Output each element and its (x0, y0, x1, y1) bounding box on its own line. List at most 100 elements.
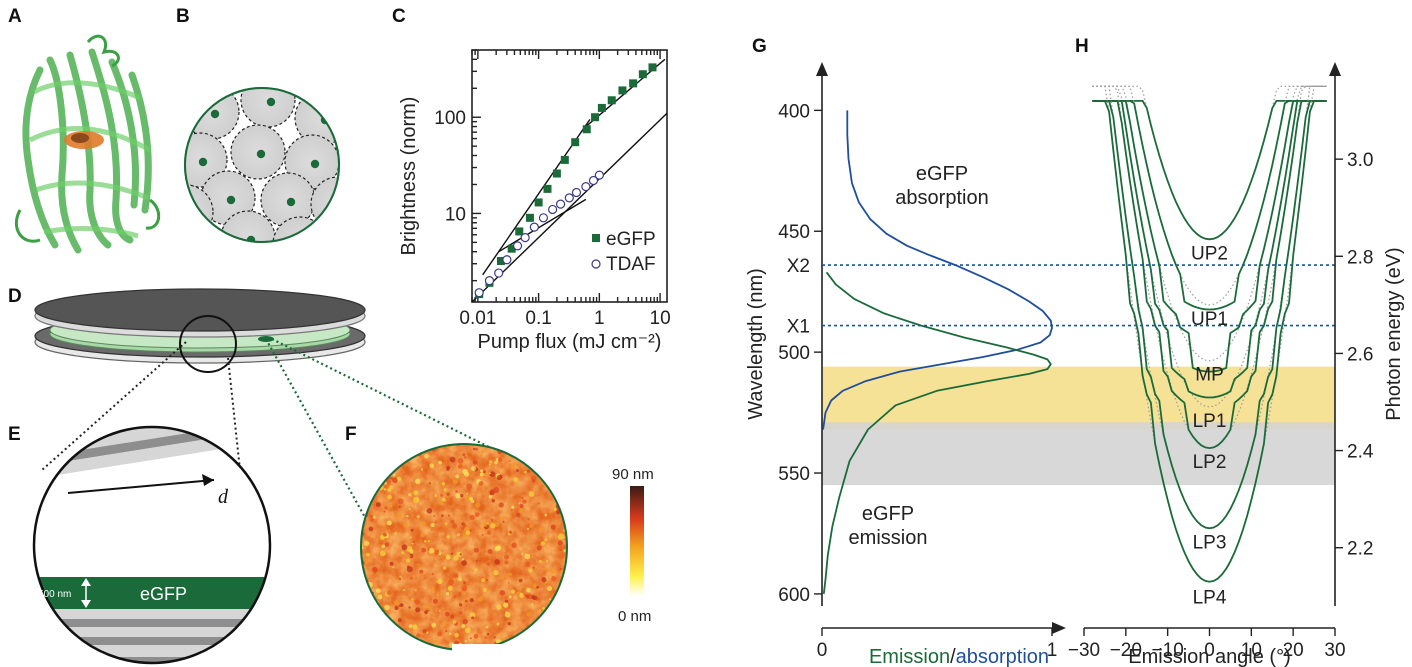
afm-speck (394, 600, 399, 606)
scale-bar (452, 644, 514, 651)
panel-letter-g: G (752, 36, 767, 57)
afm-speck (428, 547, 435, 554)
afm-speck (378, 639, 384, 645)
afm-speck (462, 523, 467, 528)
afm-speck (421, 485, 424, 488)
afm-speck (528, 568, 533, 573)
afm-speck (386, 444, 392, 449)
afm-speck (525, 594, 530, 599)
afm-speck (510, 509, 513, 511)
afm-speck (552, 456, 555, 458)
afm-speck (549, 569, 555, 575)
afm-speck (556, 626, 561, 631)
afm-speck (489, 471, 496, 478)
afm-speck (464, 627, 471, 634)
afm-speck (450, 519, 455, 524)
afm-speck (479, 559, 481, 562)
x-tick-label: 0.01 (459, 308, 496, 329)
afm-speck (548, 608, 551, 610)
afm-speck (363, 473, 369, 479)
afm-speck (440, 493, 444, 497)
afm-speck (396, 513, 403, 520)
tdaf-point (571, 187, 582, 198)
afm-speck (446, 468, 450, 471)
bare-cavity-mode (1092, 85, 1327, 583)
afm-speck (445, 592, 450, 596)
afm-speck (563, 549, 567, 553)
afm-speck (384, 542, 390, 547)
afm-speck (486, 562, 491, 566)
afm-speck (516, 591, 521, 595)
afm-speck (553, 444, 557, 447)
afm-speck (510, 589, 516, 594)
cell-nucleus-7 (286, 197, 296, 207)
afm-speck (538, 502, 541, 505)
afm-speck (534, 564, 538, 569)
afm-speck (502, 520, 505, 523)
colorbar (630, 486, 644, 596)
x-tick-label: 1 (594, 308, 605, 329)
afm-speck (563, 444, 566, 447)
branch-label: LP3 (1193, 532, 1227, 553)
afm-map: 90 nm 0 nm (360, 443, 654, 651)
afm-speck (384, 506, 388, 510)
panel-letter-d: D (8, 286, 22, 307)
cell-nucleus-3 (198, 157, 208, 167)
afm-speck (376, 472, 380, 475)
cell-8 (310, 176, 339, 232)
polariton-branch (1092, 100, 1327, 530)
afm-speck (497, 444, 502, 447)
afm-speck (525, 639, 531, 645)
afm-speck (506, 445, 509, 449)
afm-speck (541, 577, 547, 583)
afm-speck (446, 492, 450, 496)
afm-speck (523, 444, 529, 450)
afm-speck (395, 590, 398, 594)
cell-nucleus-10 (298, 241, 308, 242)
afm-speck (414, 589, 417, 592)
x-axis-label: Pump flux (mJ cm⁻²) (478, 331, 662, 353)
x-axis-label-part: absorption (956, 646, 1049, 667)
afm-speck (372, 566, 378, 573)
afm-speck (519, 503, 524, 509)
fit-line (498, 198, 587, 253)
afm-speck (441, 621, 446, 627)
cell-nucleus-9 (246, 235, 256, 242)
afm-speck (564, 538, 566, 540)
afm-speck (362, 493, 365, 496)
y-tick-label: 100 (434, 108, 466, 129)
afm-speck (419, 569, 424, 574)
afm-speck (538, 609, 541, 612)
egfp-point (534, 198, 543, 207)
afm-speck (499, 444, 502, 446)
legend-egfp-label: eGFP (606, 229, 656, 250)
afm-speck (370, 514, 374, 519)
afm-speck (443, 553, 447, 557)
afm-speck (415, 640, 418, 642)
afm-speck (518, 578, 523, 583)
y-tick-label: 2.4 (1347, 442, 1374, 463)
afm-speck (445, 611, 450, 617)
afm-speck (398, 505, 401, 508)
x-tick-label: 0.1 (525, 308, 551, 329)
afm-speck (499, 516, 504, 521)
afm-speck (413, 496, 420, 503)
afm-speck (388, 503, 393, 508)
afm-speck (487, 531, 491, 535)
afm-speck (529, 524, 534, 529)
afm-speck (415, 478, 421, 484)
afm-speck (362, 481, 367, 485)
cell-nucleus-6 (226, 195, 236, 205)
afm-speck (361, 597, 366, 604)
afm-speck (492, 577, 495, 581)
afm-speck (420, 468, 423, 471)
afm-speck (394, 532, 397, 535)
y-tick-label: 3.0 (1347, 150, 1373, 171)
afm-speck (564, 587, 567, 593)
afm-speck (377, 456, 383, 462)
afm-speck (469, 637, 472, 640)
afm-speck (425, 605, 431, 611)
afm-speck (420, 520, 427, 527)
afm-speck (522, 499, 527, 504)
afm-speck (562, 479, 565, 482)
